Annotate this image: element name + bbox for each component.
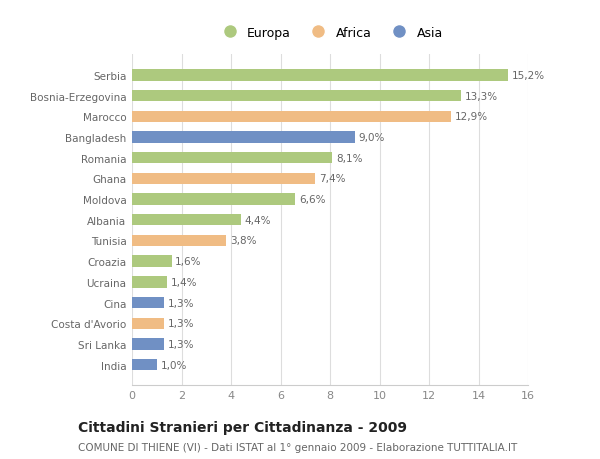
Text: 6,6%: 6,6% bbox=[299, 195, 326, 205]
Text: 1,6%: 1,6% bbox=[175, 257, 202, 267]
Bar bbox=[132, 70, 508, 81]
Bar bbox=[132, 339, 164, 350]
Text: 8,1%: 8,1% bbox=[336, 153, 362, 163]
Text: 7,4%: 7,4% bbox=[319, 174, 346, 184]
Text: 1,4%: 1,4% bbox=[170, 277, 197, 287]
Legend: Europa, Africa, Asia: Europa, Africa, Asia bbox=[212, 22, 448, 45]
Text: 13,3%: 13,3% bbox=[465, 91, 498, 101]
Bar bbox=[132, 297, 164, 308]
Bar bbox=[132, 318, 164, 329]
Bar bbox=[132, 174, 315, 185]
Text: 1,0%: 1,0% bbox=[160, 360, 187, 370]
Bar bbox=[132, 153, 332, 164]
Text: Cittadini Stranieri per Cittadinanza - 2009: Cittadini Stranieri per Cittadinanza - 2… bbox=[78, 420, 407, 434]
Bar bbox=[132, 132, 355, 143]
Bar bbox=[132, 91, 461, 102]
Text: 12,9%: 12,9% bbox=[455, 112, 488, 122]
Text: 4,4%: 4,4% bbox=[245, 215, 271, 225]
Bar bbox=[132, 194, 295, 205]
Bar bbox=[132, 215, 241, 226]
Bar bbox=[132, 277, 167, 288]
Text: 3,8%: 3,8% bbox=[230, 236, 256, 246]
Bar bbox=[132, 235, 226, 246]
Text: COMUNE DI THIENE (VI) - Dati ISTAT al 1° gennaio 2009 - Elaborazione TUTTITALIA.: COMUNE DI THIENE (VI) - Dati ISTAT al 1°… bbox=[78, 442, 517, 452]
Text: 1,3%: 1,3% bbox=[168, 339, 194, 349]
Text: 1,3%: 1,3% bbox=[168, 298, 194, 308]
Bar bbox=[132, 256, 172, 267]
Text: 1,3%: 1,3% bbox=[168, 319, 194, 329]
Bar bbox=[132, 359, 157, 370]
Text: 15,2%: 15,2% bbox=[512, 71, 545, 81]
Bar bbox=[132, 112, 451, 123]
Text: 9,0%: 9,0% bbox=[358, 133, 385, 143]
